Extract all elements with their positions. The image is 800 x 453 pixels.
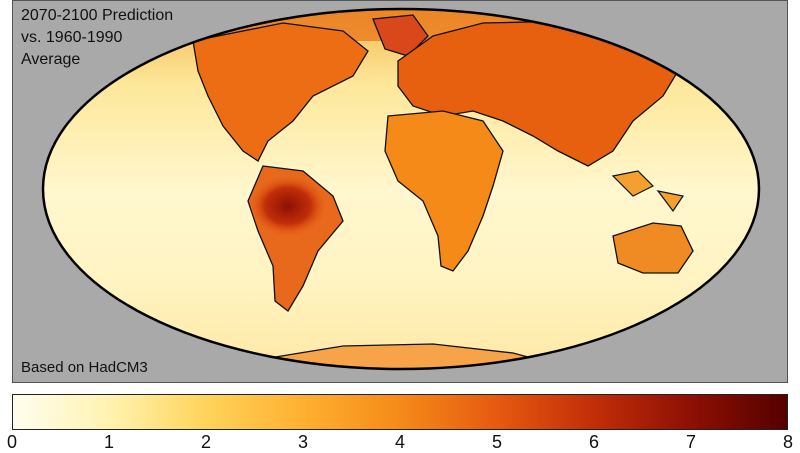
map-title-line-2: vs. 1960-1990 — [21, 29, 123, 46]
map-ellipse-border — [41, 7, 761, 371]
colorbar-tick-label: 7 — [685, 432, 697, 452]
source-note: Based on HadCM3 — [21, 359, 148, 376]
colorbar-tick-label: 3 — [297, 432, 309, 452]
colorbar-tick-label: 1 — [103, 432, 115, 452]
colorbar-tick-label: 5 — [491, 432, 503, 452]
africa-landmass — [384, 110, 504, 272]
world-temperature-map — [41, 7, 761, 371]
map-panel: 2070-2100 Prediction vs. 1960-1990 Avera… — [12, 0, 788, 383]
colorbar-tick-label: 6 — [588, 432, 600, 452]
australia-landmass — [612, 222, 694, 274]
southeast-asia-islands — [611, 170, 684, 213]
colorbar-tick-label: 0 — [6, 432, 18, 452]
map-title-line-3: Average — [21, 51, 81, 68]
colorbar-tick-label: 2 — [200, 432, 212, 452]
temperature-colorbar — [12, 394, 788, 430]
north-america-landmass — [192, 22, 369, 162]
colorbar-tick-label: 8 — [782, 432, 794, 452]
map-title-line-1: 2070-2100 Prediction — [21, 7, 174, 24]
amazon-hotspot — [250, 176, 326, 236]
colorbar-tick-label: 4 — [394, 432, 406, 452]
